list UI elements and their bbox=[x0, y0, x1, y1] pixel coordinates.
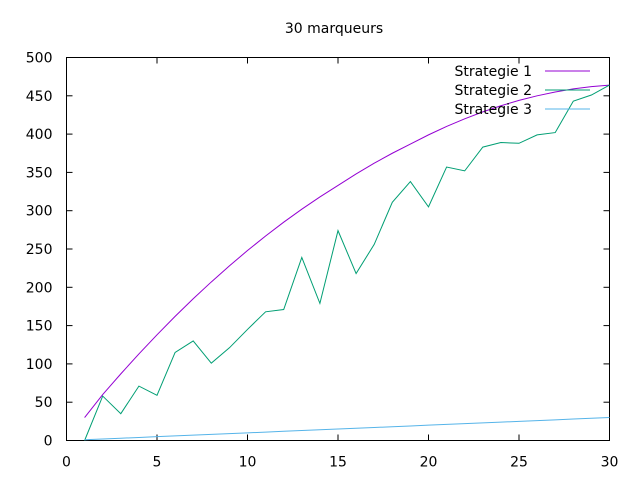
legend-label: Strategie 3 bbox=[454, 102, 532, 118]
y-tick-label: 500 bbox=[26, 51, 53, 67]
legend-label: Strategie 1 bbox=[454, 64, 532, 80]
y-tick-label: 200 bbox=[26, 280, 53, 296]
series-line-2 bbox=[84, 84, 610, 441]
chart-title: 30 marqueurs bbox=[285, 21, 383, 37]
x-tick-label: 15 bbox=[329, 455, 347, 471]
axis-ticks: 0 5 10 15 20 25 300501001502002503003504004505… bbox=[26, 51, 619, 471]
y-tick-label: 250 bbox=[26, 242, 53, 258]
series-layer bbox=[84, 84, 610, 441]
x-tick-label: 10 bbox=[239, 455, 257, 471]
x-tick-label: 5 bbox=[153, 455, 162, 471]
y-tick-label: 400 bbox=[26, 127, 53, 143]
y-tick-label: 150 bbox=[26, 319, 53, 335]
series-line-3 bbox=[84, 417, 610, 441]
legend: Strategie 1 Strategie 2 Strategie 3 bbox=[454, 64, 590, 118]
legend-label: Strategie 2 bbox=[454, 83, 532, 99]
x-tick-label: 0 bbox=[62, 455, 71, 471]
x-tick-label: 30 bbox=[601, 455, 619, 471]
x-tick-label: 20 bbox=[420, 455, 438, 471]
x-tick-label: 25 bbox=[510, 455, 528, 471]
y-tick-label: 450 bbox=[26, 89, 53, 105]
y-tick-label: 100 bbox=[26, 357, 53, 373]
y-tick-label: 0 bbox=[44, 434, 53, 450]
y-tick-label: 350 bbox=[26, 165, 53, 181]
series-line-1 bbox=[84, 84, 610, 418]
y-tick-label: 300 bbox=[26, 204, 53, 220]
y-tick-label: 50 bbox=[35, 395, 53, 411]
